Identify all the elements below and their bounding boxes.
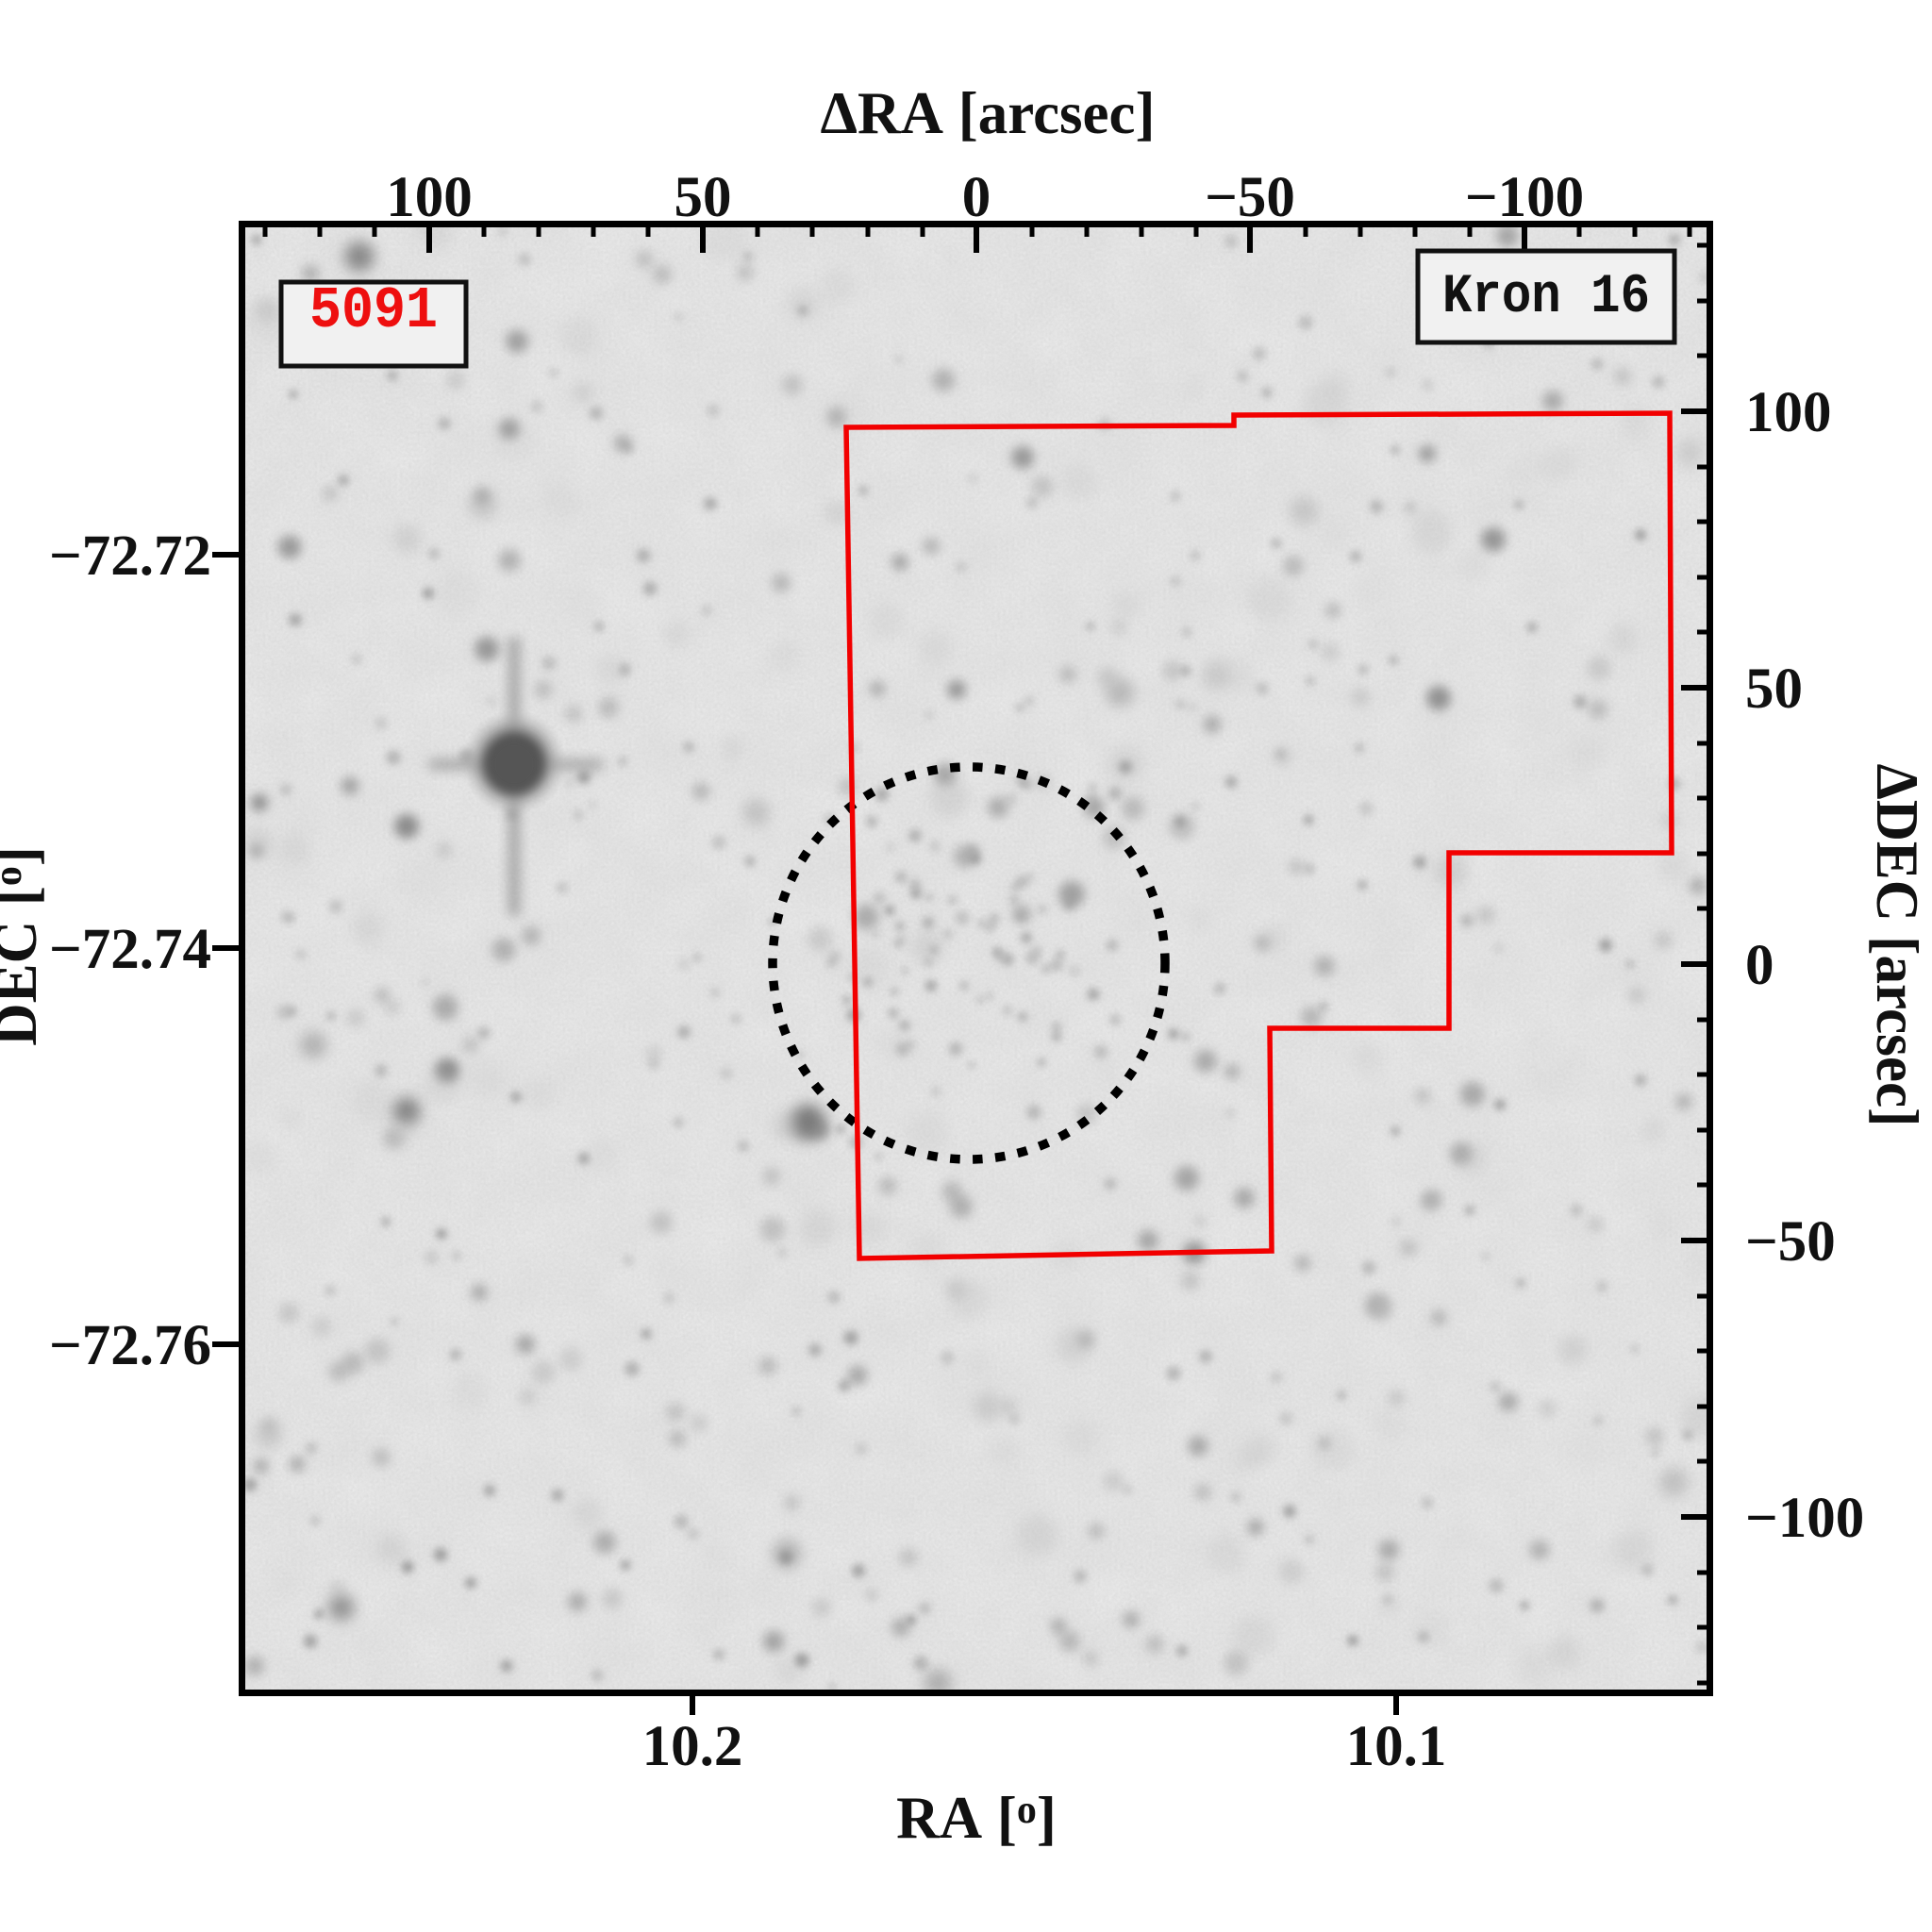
svg-text:−50: −50 bbox=[1205, 166, 1295, 229]
svg-text:ΔRA [arcsec]: ΔRA [arcsec] bbox=[821, 80, 1156, 146]
svg-text:0: 0 bbox=[1745, 934, 1774, 997]
svg-text:−72.72: −72.72 bbox=[49, 525, 211, 588]
svg-text:10.1: 10.1 bbox=[1346, 1715, 1447, 1778]
svg-text:ΔDEC [arcsec]: ΔDEC [arcsec] bbox=[1864, 764, 1930, 1127]
svg-text:0: 0 bbox=[962, 166, 991, 229]
svg-text:5091: 5091 bbox=[309, 277, 438, 344]
svg-text:100: 100 bbox=[386, 166, 473, 229]
svg-text:50: 50 bbox=[675, 166, 732, 229]
svg-text:−100: −100 bbox=[1465, 166, 1584, 229]
svg-text:−72.74: −72.74 bbox=[49, 918, 211, 981]
svg-text:50: 50 bbox=[1745, 658, 1803, 721]
svg-text:−50: −50 bbox=[1745, 1210, 1836, 1274]
svg-text:Kron 16: Kron 16 bbox=[1442, 267, 1650, 328]
svg-text:RA [o]: RA [o] bbox=[896, 1785, 1057, 1851]
svg-text:−72.76: −72.76 bbox=[49, 1314, 211, 1377]
svg-text:−100: −100 bbox=[1745, 1487, 1864, 1550]
svg-text:100: 100 bbox=[1745, 381, 1832, 444]
svg-text:10.2: 10.2 bbox=[642, 1715, 743, 1778]
